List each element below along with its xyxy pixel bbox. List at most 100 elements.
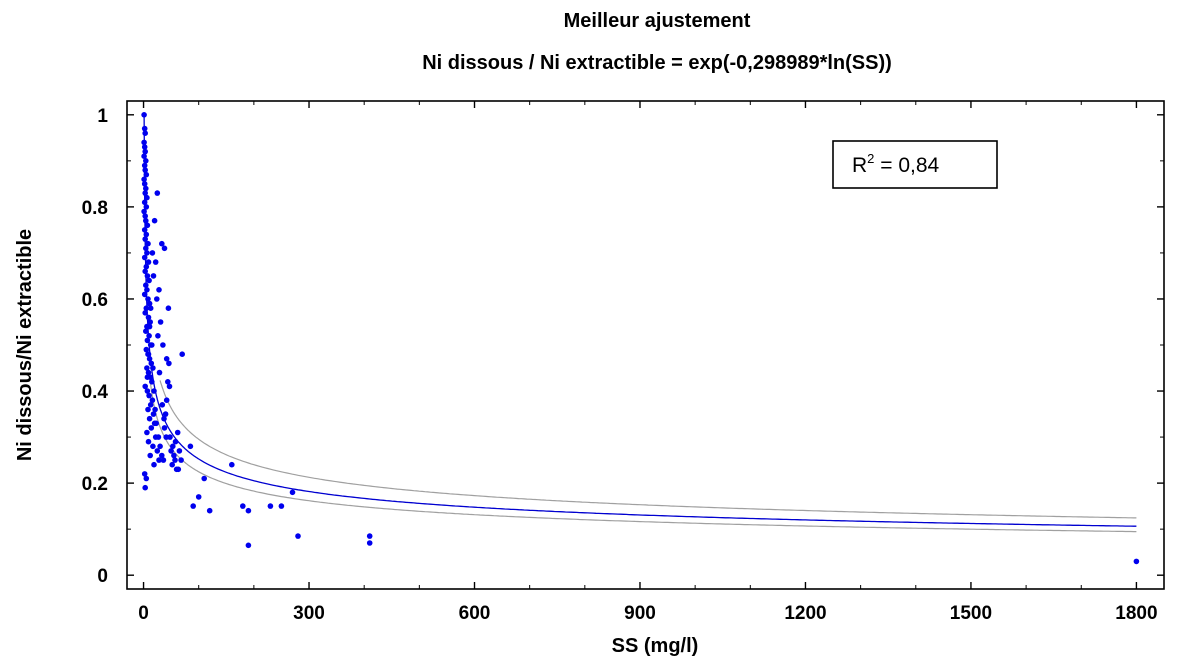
- data-point: [143, 245, 149, 252]
- data-point: [146, 323, 153, 330]
- data-point: [175, 466, 182, 473]
- data-point: [178, 457, 184, 463]
- data-point: [157, 443, 163, 450]
- data-point: [149, 250, 156, 256]
- data-point: [154, 296, 160, 302]
- data-point: [160, 342, 166, 348]
- data-point: [146, 392, 152, 399]
- data-point: [278, 503, 285, 509]
- plot-area: [141, 112, 1140, 565]
- x-tick-label: 1200: [784, 603, 826, 624]
- data-point: [141, 153, 147, 159]
- data-point: [142, 213, 148, 219]
- data-point: [172, 438, 179, 445]
- data-point: [245, 507, 252, 514]
- data-point: [206, 507, 213, 514]
- data-point: [146, 277, 152, 284]
- data-point: [143, 171, 150, 178]
- data-point: [146, 356, 153, 362]
- r-squared-frame: [832, 140, 998, 189]
- data-point: [141, 227, 148, 233]
- data-point: [159, 402, 166, 408]
- data-point: [143, 185, 149, 192]
- data-point: [145, 351, 152, 358]
- data-point: [152, 259, 159, 265]
- data-point: [156, 457, 162, 463]
- data-point: [151, 217, 158, 224]
- r-squared-base: R: [852, 154, 867, 177]
- data-point: [141, 291, 148, 298]
- y-tick-label: 0: [97, 566, 108, 587]
- r-squared-value: = 0,84: [874, 154, 939, 177]
- data-point: [144, 374, 151, 381]
- data-point: [144, 287, 150, 293]
- data-point: [150, 411, 157, 417]
- data-point: [169, 461, 175, 468]
- data-point: [143, 231, 150, 238]
- data-point: [289, 489, 296, 496]
- x-tick-label: 600: [459, 603, 491, 624]
- data-point: [195, 494, 202, 500]
- axis-ticks: 0 300 600 900 1200 1500 1800 0 0.2 0.4 0.6 0.8 1: [82, 101, 1164, 624]
- data-point: [152, 406, 158, 413]
- data-point: [165, 305, 172, 312]
- x-tick-label: 0: [138, 603, 149, 624]
- data-point: [151, 461, 157, 468]
- data-point: [143, 158, 149, 164]
- data-point: [144, 250, 150, 256]
- data-point: [151, 388, 157, 394]
- r-squared-superscript: 2: [867, 151, 874, 166]
- r-squared-label: R2 = 0,84: [852, 151, 940, 177]
- data-point: [144, 194, 150, 201]
- data-point: [141, 254, 148, 261]
- data-point: [155, 434, 162, 440]
- data-point: [366, 533, 373, 539]
- x-tick-label: 1800: [1115, 603, 1157, 624]
- data-point: [295, 533, 301, 539]
- data-point: [141, 112, 147, 118]
- data-point: [147, 452, 153, 459]
- data-point: [148, 360, 155, 367]
- data-point: [141, 471, 148, 477]
- data-point: [150, 365, 156, 371]
- data-point: [157, 319, 164, 325]
- data-point: [143, 204, 150, 210]
- data-point: [141, 208, 147, 215]
- data-point: [143, 217, 149, 224]
- data-point: [1133, 558, 1140, 565]
- data-point: [143, 475, 150, 482]
- chart-subtitle: Ni dissous / Ni extractible = exp(-0,298…: [422, 52, 892, 74]
- data-point: [142, 167, 148, 173]
- data-point: [141, 162, 148, 169]
- data-point: [150, 443, 156, 450]
- data-point: [163, 356, 170, 362]
- data-point: [142, 383, 148, 390]
- data-point: [146, 300, 153, 307]
- data-point: [145, 406, 151, 413]
- data-point: [145, 314, 152, 321]
- data-point: [141, 144, 148, 150]
- data-point: [267, 503, 274, 509]
- data-point: [143, 328, 149, 335]
- y-tick-label: 0.6: [82, 290, 108, 311]
- y-tick-label: 1: [97, 106, 108, 127]
- data-point: [145, 438, 152, 445]
- data-point: [142, 484, 148, 491]
- data-point: [162, 411, 169, 417]
- data-point: [141, 139, 147, 146]
- data-point: [150, 273, 157, 279]
- data-point: [144, 222, 151, 229]
- data-point: [142, 268, 148, 275]
- data-point: [142, 148, 148, 155]
- data-point: [143, 282, 149, 289]
- data-point: [144, 429, 150, 436]
- data-point: [155, 333, 161, 339]
- data-point: [161, 425, 168, 431]
- data-point: [143, 346, 150, 353]
- data-point: [147, 305, 154, 312]
- r-squared-box: R2 = 0,84: [832, 140, 998, 189]
- data-point: [159, 452, 165, 459]
- data-point: [179, 351, 185, 358]
- data-point: [160, 457, 167, 463]
